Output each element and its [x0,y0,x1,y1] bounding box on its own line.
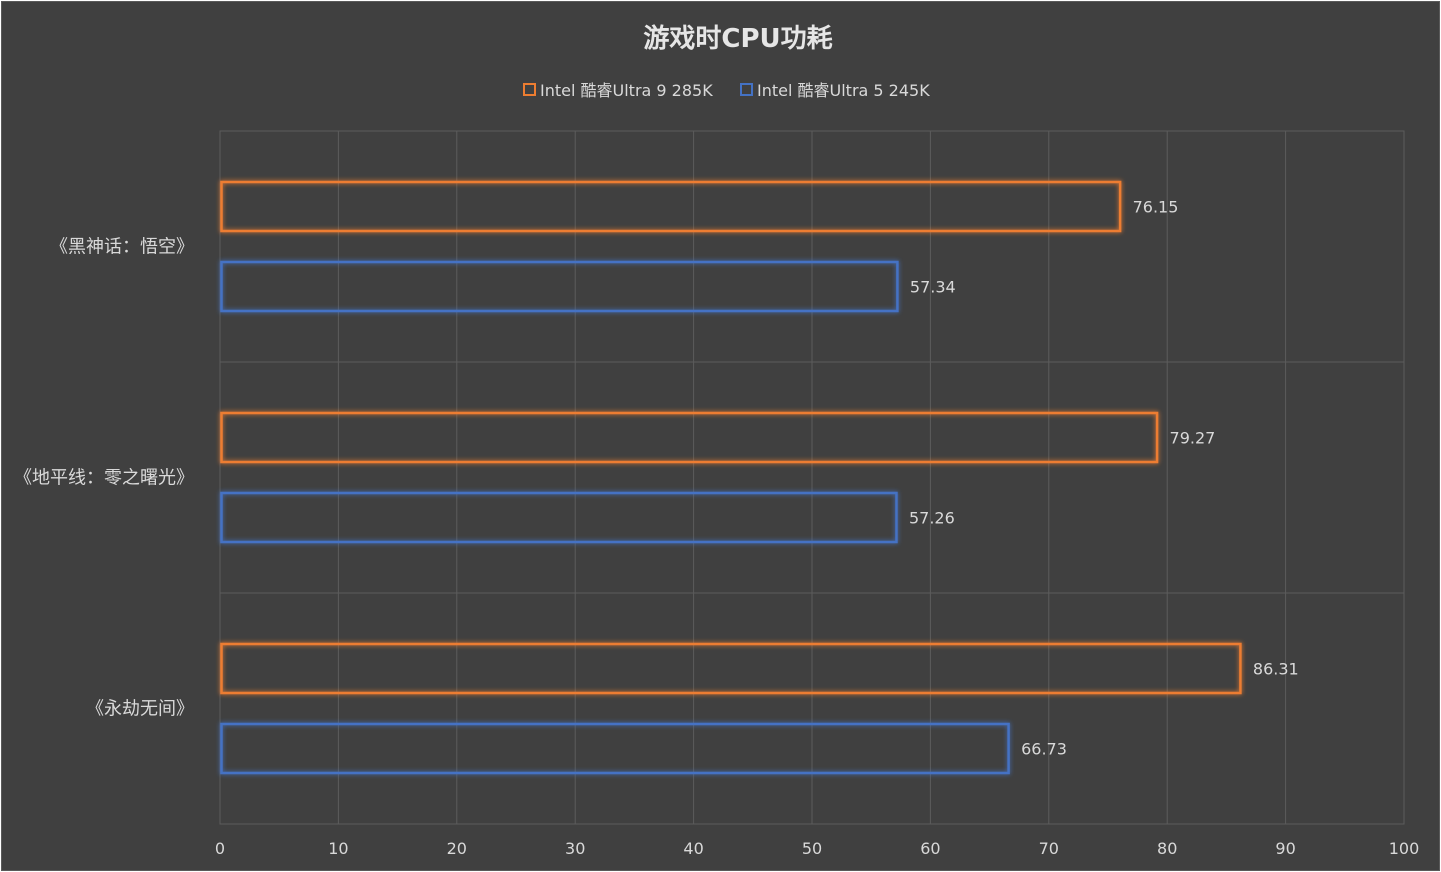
x-tick-label: 50 [802,839,822,858]
x-tick-label: 0 [215,839,225,858]
category-label: 《地平线：零之曙光》 [14,468,194,489]
plot-area: 0 10 20 30 40 50 60 70 80 90 100 《黑神话：悟空》 76.15 57.34… [14,130,1420,858]
bar [220,722,1010,775]
bar [220,642,1242,695]
legend-swatch [740,83,753,96]
x-tick-label: 60 [920,839,940,858]
data-label: 57.34 [910,278,956,297]
data-label: 66.73 [1021,740,1067,759]
data-label: 57.26 [909,509,955,528]
x-tick-label: 100 [1389,839,1420,858]
chart-title: 游戏时CPU功耗 [643,24,832,54]
bar [220,180,1122,233]
x-tick-label: 20 [447,839,467,858]
x-tick-label: 40 [683,839,703,858]
bar [220,411,1159,464]
category-label: 《黑神话：悟空》 [50,237,194,258]
category-label: 《永劫无间》 [86,699,194,720]
data-label: 86.31 [1253,660,1299,679]
legend-label: Intel 酷睿Ultra 9 285K [540,81,713,100]
data-label: 76.15 [1133,198,1179,217]
bar [220,260,899,313]
bar [220,491,898,544]
legend: Intel 酷睿Ultra 9 285K Intel 酷睿Ultra 5 245K [523,81,930,100]
legend-label: Intel 酷睿Ultra 5 245K [757,81,930,100]
x-tick-label: 70 [1039,839,1059,858]
data-label: 79.27 [1170,429,1216,448]
x-tick-label: 10 [328,839,348,858]
x-tick-label: 30 [565,839,585,858]
x-tick-label: 80 [1157,839,1177,858]
legend-swatch [523,83,536,96]
x-tick-label: 90 [1275,839,1295,858]
